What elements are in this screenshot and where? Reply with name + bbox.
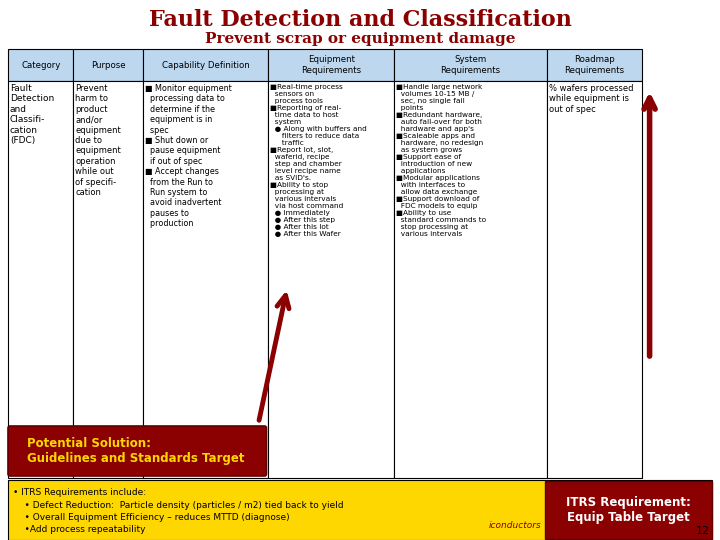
- Bar: [8, 49, 73, 81]
- Text: •Add process repeatability: •Add process repeatability: [13, 525, 145, 535]
- Bar: [547, 81, 642, 478]
- Bar: [8, 81, 73, 478]
- Text: Purpose: Purpose: [91, 60, 125, 70]
- Text: • Overall Equipment Efficiency – reduces MTTD (diagnose): • Overall Equipment Efficiency – reduces…: [13, 513, 289, 522]
- Text: iconductors: iconductors: [488, 521, 541, 530]
- Text: • ITRS Requirements include:: • ITRS Requirements include:: [13, 488, 146, 497]
- Text: ■ Monitor equipment
  processing data to
  determine if the
  equipment is in
  : ■ Monitor equipment processing data to d…: [145, 84, 232, 228]
- Text: Potential Solution:
Guidelines and Standards Target: Potential Solution: Guidelines and Stand…: [27, 437, 245, 465]
- Bar: [269, 81, 394, 478]
- Text: Fault
Detection
and
Classifi-
cation
(FDC): Fault Detection and Classifi- cation (FD…: [10, 84, 54, 145]
- Text: ■Real-time process
  sensors on
  process tools
■Reporting of real-
  time data : ■Real-time process sensors on process to…: [271, 84, 367, 237]
- Text: Prevent scrap or equipment damage: Prevent scrap or equipment damage: [204, 32, 516, 46]
- FancyBboxPatch shape: [8, 426, 266, 476]
- Bar: [394, 81, 547, 478]
- Text: 12: 12: [696, 526, 710, 536]
- Bar: [547, 49, 642, 81]
- Text: Roadmap
Requirements: Roadmap Requirements: [564, 55, 624, 75]
- Text: ■Handle large network
  volumes 10-15 MB /
  sec, no single fail
  points
■Redun: ■Handle large network volumes 10-15 MB /…: [396, 84, 486, 237]
- Bar: [545, 481, 712, 539]
- Bar: [269, 49, 394, 81]
- Bar: [394, 49, 547, 81]
- Bar: [8, 480, 712, 540]
- Text: Category: Category: [21, 60, 60, 70]
- Bar: [143, 81, 269, 478]
- Text: • Defect Reduction:  Particle density (particles / m2) tied back to yield: • Defect Reduction: Particle density (pa…: [13, 501, 343, 510]
- Text: System
Requirements: System Requirements: [441, 55, 500, 75]
- Text: ITRS Requirement:
Equip Table Target: ITRS Requirement: Equip Table Target: [566, 496, 691, 524]
- Text: % wafers processed
while equipment is
out of spec: % wafers processed while equipment is ou…: [549, 84, 634, 114]
- Text: Fault Detection and Classification: Fault Detection and Classification: [148, 9, 572, 31]
- Text: Prevent
harm to
product
and/or
equipment
due to
equipment
operation
while out
of: Prevent harm to product and/or equipment…: [76, 84, 121, 197]
- Text: Equipment
Requirements: Equipment Requirements: [301, 55, 361, 75]
- Text: Capability Definition: Capability Definition: [162, 60, 250, 70]
- Bar: [143, 49, 269, 81]
- Bar: [73, 49, 143, 81]
- Bar: [73, 81, 143, 478]
